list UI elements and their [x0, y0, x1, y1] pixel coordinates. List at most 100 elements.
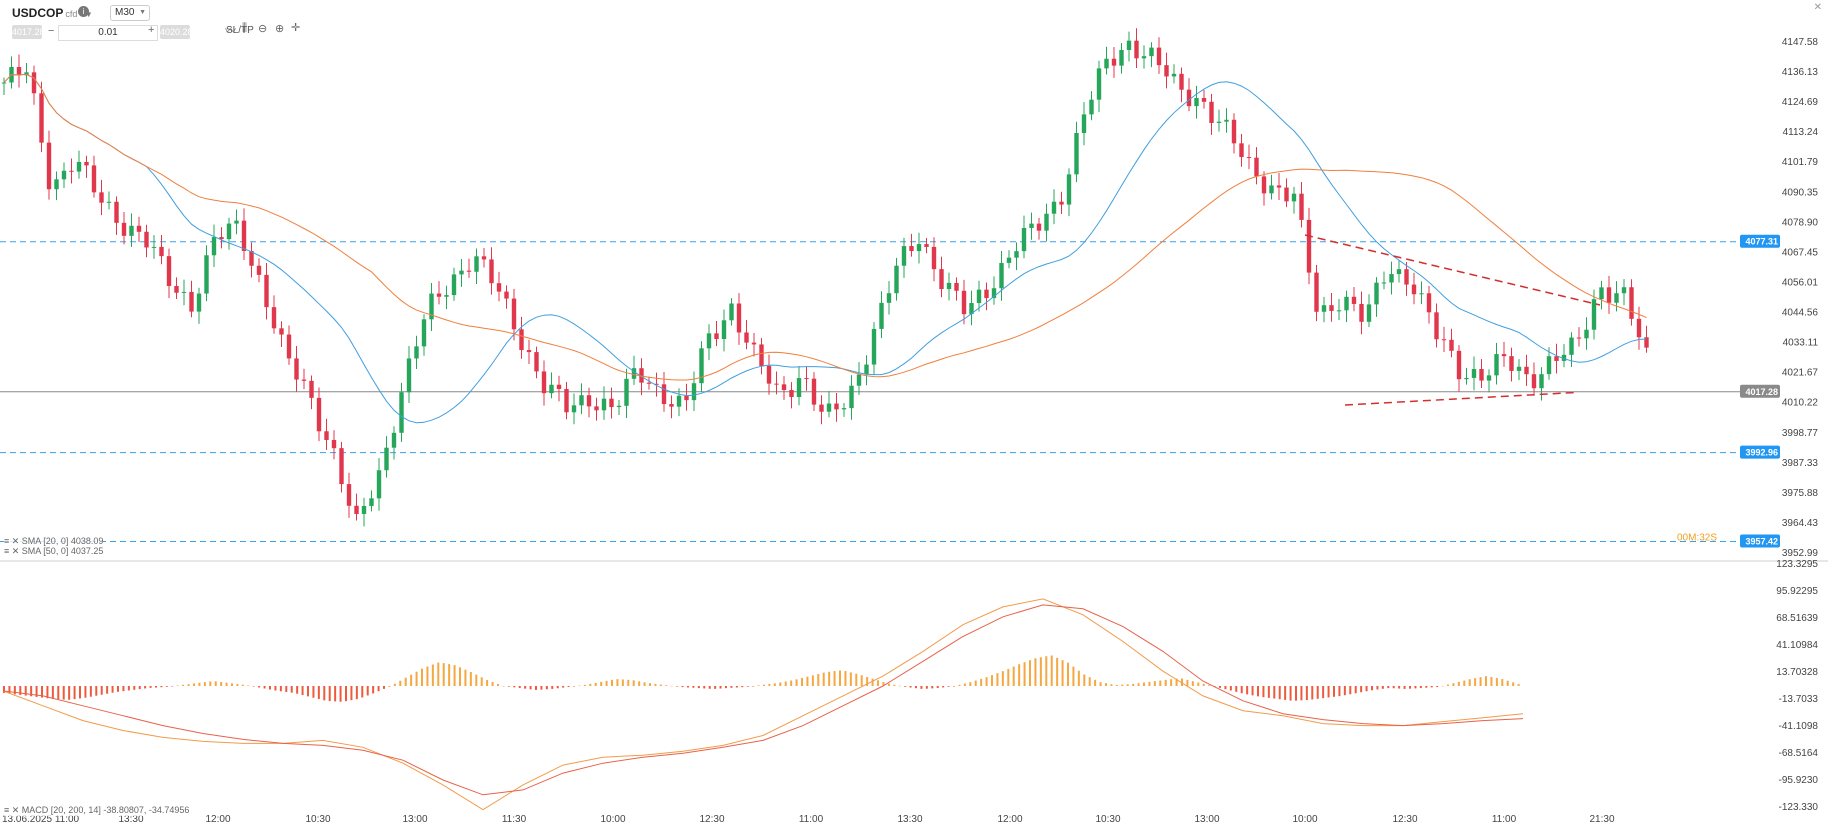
sell-price-button[interactable]: 4017.28 — [12, 25, 45, 39]
candle-down — [256, 265, 262, 275]
macd-histogram-bar — [89, 686, 92, 697]
candle-up — [1216, 121, 1222, 123]
macd-histogram-bar — [1343, 686, 1346, 696]
macd-histogram-bar — [752, 686, 755, 687]
macd-histogram-bar — [464, 669, 467, 686]
macd-legend[interactable]: ≡ ✕ MACD [20, 200, 14] -38.80807, -34.74… — [4, 805, 190, 816]
sma50-legend[interactable]: ≡ ✕ SMA [50, 0] 4037.25 — [4, 546, 104, 557]
macd-histogram-bar — [757, 685, 760, 686]
macd-histogram-bar — [1251, 686, 1254, 696]
macd-histogram-bar — [100, 686, 103, 695]
candle-up — [916, 244, 922, 252]
candle-down — [1239, 143, 1244, 158]
candle-up — [204, 255, 209, 294]
macd-histogram-bar — [1148, 681, 1151, 686]
candle-up — [969, 303, 974, 315]
candle-up — [1029, 223, 1034, 228]
buy-price-button[interactable]: 4020.28 — [160, 25, 193, 39]
macd-histogram-bar — [1300, 686, 1303, 701]
candle-up — [384, 447, 389, 471]
price-tick-label: 3952.99 — [1782, 548, 1819, 559]
candle-down — [219, 237, 224, 240]
macd-histogram-bar — [676, 686, 679, 687]
time-tick-label: 13:00 — [1194, 814, 1219, 825]
time-tick-label: 13:30 — [118, 814, 143, 825]
macd-histogram-bar — [1197, 682, 1200, 686]
macd-histogram-bar — [763, 684, 765, 686]
macd-histogram-bar — [366, 686, 369, 696]
price-level-badge — [1740, 234, 1780, 248]
macd-histogram-bar — [1495, 678, 1498, 686]
macd-histogram-bar — [578, 685, 581, 687]
close-icon[interactable]: ✕ — [1813, 2, 1822, 13]
macd-histogram-bar — [1175, 678, 1178, 686]
macd-histogram-bar — [507, 686, 510, 687]
macd-histogram-bar — [345, 686, 347, 702]
candle-up — [1051, 201, 1057, 214]
macd-histogram-bar — [806, 676, 809, 686]
candle-up — [369, 498, 374, 507]
macd-histogram-bar — [573, 686, 575, 687]
macd-histogram-bar — [1126, 684, 1129, 686]
zoom-in-icon[interactable]: ⊕ — [275, 23, 285, 35]
candle-down — [1209, 101, 1214, 123]
candle-up — [234, 220, 239, 224]
macd-histogram-bar — [730, 686, 733, 688]
sma20-legend[interactable]: ≡ ✕ SMA [20, 0] 4038.09 — [4, 536, 104, 547]
macd-histogram-bar — [165, 686, 168, 687]
macd-histogram-bar — [1224, 686, 1227, 690]
candle-up — [1224, 119, 1229, 122]
price-tick-label: 4056.01 — [1782, 277, 1819, 288]
time-tick-label: 11:30 — [502, 814, 527, 825]
price-tick-label: 4136.13 — [1782, 67, 1819, 78]
macd-histogram-bar — [1110, 684, 1113, 686]
price-tick-label: 4010.22 — [1782, 398, 1819, 409]
macd-histogram-bar — [904, 686, 907, 687]
macd-histogram-bar — [1517, 684, 1520, 686]
macd-histogram-bar — [1490, 677, 1493, 686]
macd-histogram-bar — [980, 678, 983, 686]
candle-down — [114, 201, 119, 223]
macd-histogram-bar — [497, 683, 499, 686]
macd-histogram-bar — [654, 683, 657, 686]
zoom-out-icon[interactable]: ⊖ — [258, 23, 268, 35]
macd-histogram-bar — [149, 686, 152, 688]
macd-histogram-bar — [421, 668, 423, 686]
sltp-button[interactable]: SL/TP — [226, 25, 254, 36]
info-icon[interactable]: i — [78, 6, 89, 17]
candle-down — [684, 395, 689, 401]
candle-up — [1381, 282, 1387, 284]
macd-histogram-bar — [936, 686, 939, 689]
candle-up — [1044, 213, 1049, 231]
symbol-selector[interactable]: USDCOP cfd ▼ — [12, 6, 93, 20]
candles-icon[interactable]: ⫼ — [242, 22, 248, 34]
price-level-badge-text: 3992.96 — [1745, 448, 1778, 458]
price-pane — [0, 28, 1740, 542]
macd-histogram-bar — [811, 675, 814, 686]
macd-histogram-bar — [535, 686, 537, 690]
quantity-input[interactable]: 0.01 — [58, 25, 158, 41]
macd-tick-label: -41.1098 — [1779, 721, 1819, 732]
candle-down — [1479, 369, 1484, 381]
candle-down — [16, 66, 22, 76]
time-tick-label: 12:30 — [699, 814, 724, 825]
price-level-badge — [1740, 384, 1780, 398]
timeframe-selector[interactable]: M30 ▼ — [110, 5, 150, 21]
crosshair-icon[interactable]: ✛ — [291, 22, 301, 34]
macd-histogram-bar — [448, 664, 451, 686]
candle-down — [1254, 157, 1259, 177]
trendline-upper — [1304, 234, 1601, 306]
candle-down — [714, 333, 719, 340]
macd-histogram-bar — [931, 686, 934, 689]
line-chart-icon[interactable]: 〰 — [225, 25, 236, 37]
plus-icon[interactable]: + — [148, 24, 155, 36]
macd-tick-label: 41.10984 — [1776, 640, 1818, 651]
candle-down — [541, 371, 547, 394]
chevron-down-icon[interactable]: ▼ — [84, 10, 93, 19]
minus-icon[interactable]: − — [48, 25, 55, 37]
candle-down — [556, 384, 562, 389]
macd-histogram-bar — [1094, 679, 1097, 686]
macd-histogram-bar — [138, 686, 141, 690]
candle-down — [961, 290, 967, 315]
